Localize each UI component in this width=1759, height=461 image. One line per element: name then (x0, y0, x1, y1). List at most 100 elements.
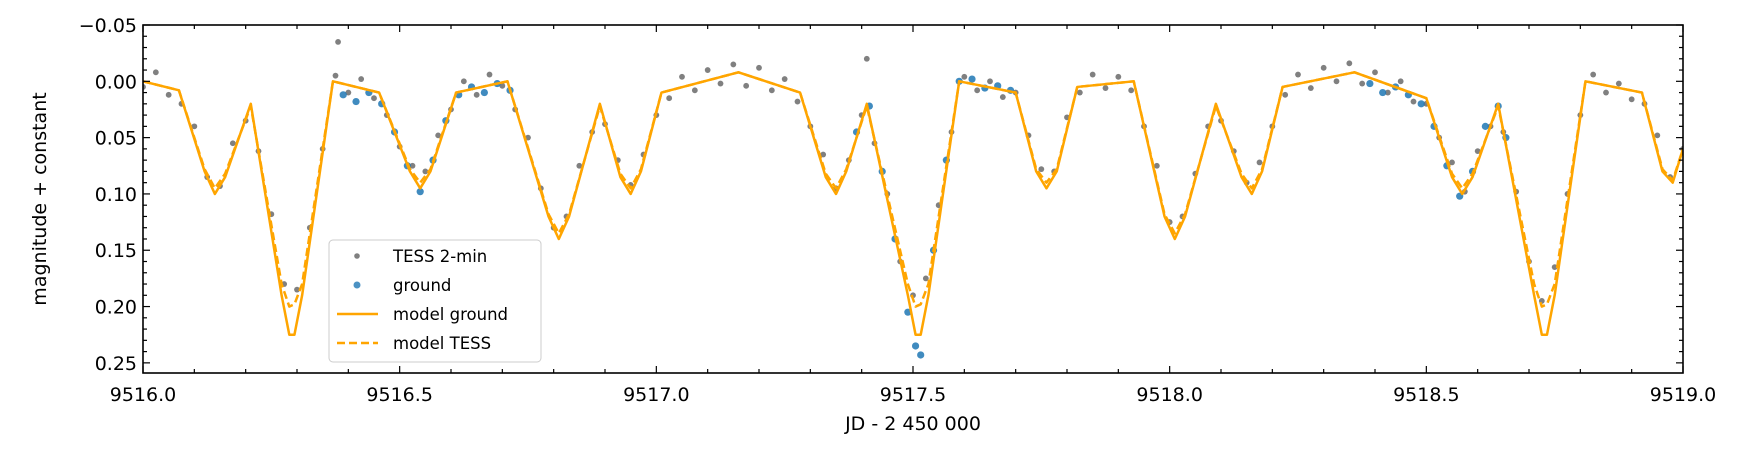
data-point-ground (968, 75, 976, 83)
data-point-tess-2-min (1384, 89, 1391, 96)
data-point-ground (352, 97, 360, 106)
data-point-tess-2-min (486, 71, 493, 78)
legend: TESS 2-min ground model ground model TES… (328, 239, 542, 363)
series-line-model-ground (143, 71, 1683, 336)
data-point-tess-2-min (961, 73, 968, 80)
y-tick-label: 0.10 (95, 184, 137, 206)
data-point-tess-2-min (576, 162, 583, 169)
axis-ticks: 9516.0 9516.5 9517.0 9517.5 9518.0 9518.5 9519… (79, 15, 1716, 406)
data-point-tess-2-min (1038, 166, 1045, 173)
data-point-tess-2-min (1654, 132, 1661, 139)
legend-label-ground: ground (393, 276, 451, 295)
data-point-ground (917, 351, 925, 359)
y-axis-label: magnitude + constant (29, 92, 51, 305)
data-point-tess-2-min (332, 72, 339, 79)
data-point-tess-2-min (1320, 64, 1327, 71)
plot-marks (143, 38, 1683, 359)
data-point-tess-2-min (1615, 80, 1622, 87)
y-tick-label: 0.05 (95, 128, 137, 150)
data-point-tess-2-min (1256, 159, 1263, 166)
data-point-tess-2-min (1449, 159, 1455, 166)
data-point-ground (911, 342, 920, 350)
data-point-tess-2-min (1603, 89, 1609, 96)
y-tick-label: −0.05 (79, 15, 137, 37)
data-point-tess-2-min (165, 91, 172, 98)
x-tick-label: 9516.5 (366, 384, 432, 406)
data-point-tess-2-min (435, 132, 442, 139)
legend-marker-ground (353, 281, 361, 289)
data-point-tess-2-min (1295, 71, 1301, 78)
data-point-tess-2-min (679, 73, 685, 80)
data-point-tess-2-min (781, 76, 788, 82)
data-point-tess-2-min (294, 286, 300, 293)
data-point-ground (339, 91, 347, 99)
plot-area (143, 38, 1683, 359)
data-point-tess-2-min (345, 89, 352, 96)
data-point-tess-2-min (1102, 85, 1109, 91)
data-point-tess-2-min (1346, 60, 1353, 67)
data-point-tess-2-min (335, 38, 341, 45)
data-point-tess-2-min (863, 55, 870, 62)
data-point-tess-2-min (768, 87, 775, 94)
data-point-tess-2-min (229, 140, 236, 147)
data-point-tess-2-min (1076, 89, 1083, 96)
y-tick-label: 0.25 (95, 353, 137, 375)
data-point-tess-2-min (473, 91, 480, 98)
data-point-ground (1417, 100, 1425, 108)
data-point-ground (1481, 122, 1489, 130)
x-axis-label: JD - 2 450 000 (844, 413, 981, 435)
data-point-tess-2-min (499, 82, 506, 89)
data-point-tess-2-min (1307, 85, 1314, 91)
data-point-ground (480, 88, 488, 97)
data-point-tess-2-min (1333, 78, 1340, 85)
data-point-tess-2-min (1410, 98, 1417, 105)
legend-marker-tess (354, 253, 360, 259)
legend-label-tess: TESS 2-min (392, 247, 487, 266)
data-point-tess-2-min (1153, 162, 1160, 169)
x-tick-label: 9516.0 (110, 384, 176, 406)
data-point-tess-2-min (999, 94, 1006, 100)
data-point-tess-2-min (409, 162, 416, 169)
y-tick-label: 0.00 (95, 71, 137, 93)
data-point-tess-2-min (1551, 264, 1558, 271)
data-point-tess-2-min (1397, 78, 1404, 85)
data-point-tess-2-min (820, 151, 827, 158)
legend-box (328, 239, 542, 363)
data-point-tess-2-min (987, 78, 993, 85)
legend-label-model-tess: model TESS (393, 334, 491, 353)
data-point-tess-2-min (1128, 87, 1135, 94)
data-point-tess-2-min (1359, 80, 1366, 87)
data-point-tess-2-min (691, 87, 698, 94)
y-tick-label: 0.20 (95, 297, 137, 319)
data-point-ground (416, 188, 424, 196)
data-point-ground (1379, 88, 1387, 97)
data-point-tess-2-min (1474, 148, 1481, 155)
legend-label-model-ground: model ground (393, 305, 508, 324)
data-point-tess-2-min (666, 95, 673, 102)
data-point-tess-2-min (704, 67, 711, 73)
x-tick-label: 9517.0 (623, 384, 689, 406)
x-tick-label: 9517.5 (880, 384, 946, 406)
data-point-tess-2-min (717, 80, 724, 87)
data-point-tess-2-min (743, 82, 750, 89)
x-tick-label: 9519.0 (1650, 384, 1716, 406)
x-tick-label: 9518.0 (1136, 384, 1202, 406)
data-point-tess-2-min (1089, 71, 1096, 78)
y-tick-label: 0.15 (95, 240, 137, 262)
data-point-tess-2-min (191, 123, 198, 130)
data-point-tess-2-min (1282, 91, 1289, 98)
data-point-tess-2-min (371, 95, 377, 102)
data-point-tess-2-min (922, 275, 929, 282)
data-point-tess-2-min (1628, 96, 1635, 103)
data-point-tess-2-min (152, 69, 159, 76)
data-point-tess-2-min (974, 87, 981, 94)
data-point-tess-2-min (794, 98, 801, 105)
data-point-tess-2-min (358, 76, 365, 82)
data-point-tess-2-min (730, 61, 737, 68)
data-point-tess-2-min (1590, 71, 1597, 78)
data-point-tess-2-min (1372, 69, 1378, 76)
data-point-tess-2-min (460, 78, 467, 85)
data-point-ground (1366, 79, 1374, 88)
x-tick-label: 9518.5 (1393, 384, 1459, 406)
